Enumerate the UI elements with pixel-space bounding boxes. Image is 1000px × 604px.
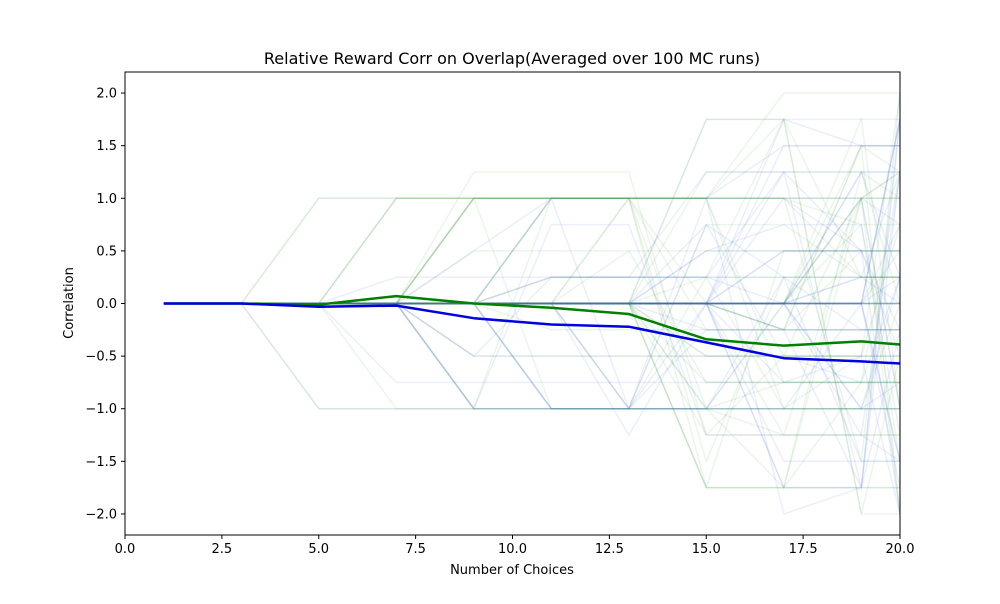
mc-run-line [163, 117, 900, 515]
y-tick-label: 2.0 [96, 87, 117, 102]
mc-run-line [163, 302, 900, 410]
x-tick-label: 12.5 [595, 542, 624, 557]
y-tick-label: 0.0 [96, 297, 117, 312]
x-tick-label: 10.0 [498, 542, 527, 557]
y-axis: 2.0 1.5 1.0 0.5 0.0 −0.5 −1.0 −1.5 −2.0 [85, 87, 125, 522]
x-axis-label: Number of Choices [450, 563, 574, 578]
mean-lines [163, 294, 900, 365]
x-tick-label: 17.5 [789, 542, 818, 557]
mc-run-line [163, 250, 900, 490]
y-tick-label: −1.0 [85, 402, 117, 417]
mc-run-line [163, 116, 900, 409]
series-line-1 [163, 294, 900, 347]
x-tick-label: 0.0 [115, 542, 136, 557]
series-line-2 [163, 302, 900, 365]
x-axis: 0.0 2.5 5.0 7.5 10.0 12.5 15.0 17.5 20.0 [115, 535, 915, 557]
x-tick-label: 5.0 [308, 542, 329, 557]
mc-run-line [163, 302, 900, 488]
y-axis-label: Correlation [62, 267, 77, 339]
y-tick-label: −0.5 [85, 350, 117, 365]
y-tick-label: 0.5 [96, 244, 117, 259]
mc-run-line [163, 302, 900, 410]
x-tick-label: 15.0 [692, 542, 721, 557]
y-tick-label: 1.5 [96, 139, 117, 154]
x-tick-label: 20.0 [886, 542, 915, 557]
x-tick-label: 7.5 [405, 542, 426, 557]
y-tick-label: 1.0 [96, 192, 117, 207]
chart-title: Relative Reward Corr on Overlap(Averaged… [264, 49, 760, 68]
x-tick-label: 2.5 [212, 542, 233, 557]
mc-run-line [163, 302, 900, 489]
y-tick-label: −1.5 [85, 455, 117, 470]
mc-run-line [163, 197, 900, 410]
y-tick-label: −2.0 [85, 507, 117, 522]
